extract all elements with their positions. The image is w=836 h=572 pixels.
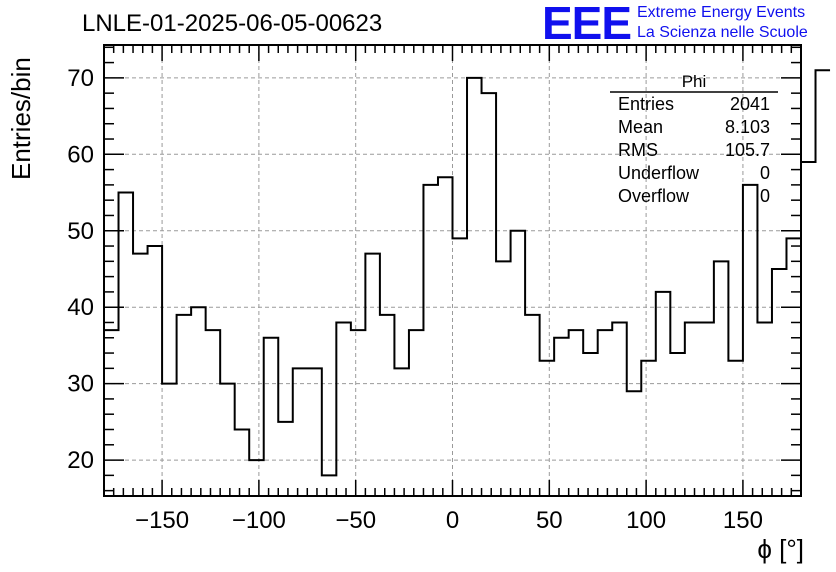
grid-lines <box>104 45 801 496</box>
y-axis-label: Entries/bin <box>6 57 36 180</box>
tick-labels: −150 −100 −50 0 50 100 150 20 30 40 50 60 70 <box>67 65 763 534</box>
y-tick-label: 70 <box>67 65 94 92</box>
y-tick-label: 50 <box>67 218 94 245</box>
axis-ticks <box>104 45 801 496</box>
histogram-line <box>104 69 831 477</box>
stats-row-value: 0 <box>760 186 770 206</box>
x-tick-label: 150 <box>723 507 763 534</box>
x-tick-label: −100 <box>232 507 286 534</box>
stats-row-label: Entries <box>618 94 674 114</box>
x-tick-label: 50 <box>536 507 563 534</box>
stats-row-label: Underflow <box>618 163 700 183</box>
stats-row-label: Overflow <box>618 186 690 206</box>
stats-box: Phi Entries 2041 Mean 8.103 RMS 105.7 Underflo… <box>610 72 778 206</box>
stats-row-value: 8.103 <box>725 117 770 137</box>
y-tick-label: 40 <box>67 294 94 321</box>
x-tick-label: 100 <box>626 507 666 534</box>
x-tick-label: −150 <box>135 507 189 534</box>
logo-line-2: La Scienza nelle Scuole <box>637 24 808 41</box>
y-tick-label: 20 <box>67 447 94 474</box>
stats-row-value: 0 <box>760 163 770 183</box>
chart-title: LNLE-01-2025-06-05-00623 <box>82 10 383 37</box>
x-tick-label: −50 <box>335 507 376 534</box>
stats-row-value: 105.7 <box>725 140 770 160</box>
y-tick-label: 60 <box>67 141 94 168</box>
stats-row-value: 2041 <box>730 94 770 114</box>
y-tick-label: 30 <box>67 371 94 398</box>
stats-rows: Entries 2041 Mean 8.103 RMS 105.7 Underflow 0 Ov… <box>618 94 770 206</box>
x-axis-label: ϕ [°] <box>757 534 804 564</box>
eee-logo: EEE <box>542 0 632 49</box>
stats-title: Phi <box>682 72 707 91</box>
x-tick-label: 0 <box>446 507 459 534</box>
logo-line-1: Extreme Energy Events <box>637 4 806 21</box>
stats-row-label: RMS <box>618 140 658 160</box>
stats-row-label: Mean <box>618 117 663 137</box>
